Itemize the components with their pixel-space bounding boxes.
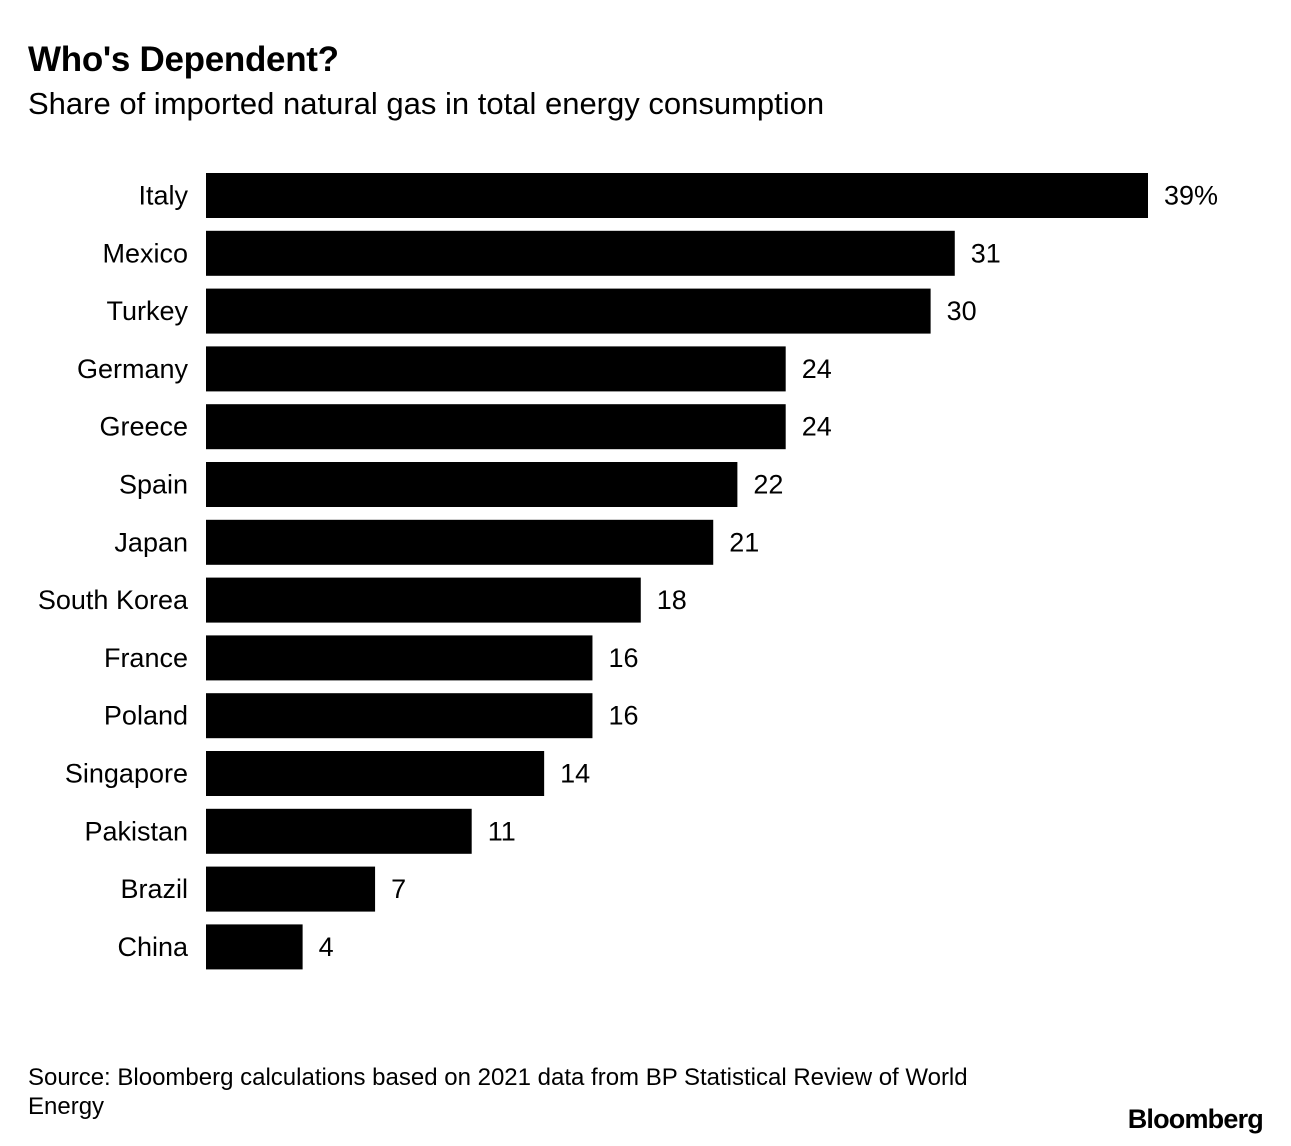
category-label-japan: Japan	[114, 527, 188, 557]
value-label-south-korea: 18	[657, 585, 687, 615]
category-label-spain: Spain	[119, 470, 188, 500]
chart-subtitle: Share of imported natural gas in total e…	[28, 86, 825, 121]
bar-south-korea	[206, 577, 641, 623]
category-label-germany: Germany	[77, 354, 189, 384]
value-label-poland: 16	[608, 701, 638, 731]
value-label-china: 4	[319, 932, 334, 962]
value-label-mexico: 31	[971, 238, 1001, 268]
bar-greece	[206, 404, 786, 450]
category-label-turkey: Turkey	[106, 296, 188, 326]
category-label-italy: Italy	[138, 181, 188, 211]
value-label-italy: 39%	[1164, 181, 1218, 211]
category-label-pakistan: Pakistan	[84, 816, 188, 846]
bar-poland	[206, 693, 593, 739]
category-label-china: China	[117, 932, 189, 962]
bar-japan	[206, 519, 714, 565]
value-label-france: 16	[608, 643, 638, 673]
bar-mexico	[206, 230, 955, 276]
value-label-germany: 24	[802, 354, 832, 384]
category-label-singapore: Singapore	[65, 759, 188, 789]
value-label-japan: 21	[729, 527, 759, 557]
category-label-poland: Poland	[104, 701, 188, 731]
category-label-greece: Greece	[99, 412, 188, 442]
bar-spain	[206, 462, 738, 507]
source-note: Source: Bloomberg calculations based on …	[28, 1064, 968, 1120]
value-label-brazil: 7	[391, 874, 406, 904]
value-label-pakistan: 11	[488, 816, 516, 846]
bar-turkey	[206, 288, 931, 334]
category-label-brazil: Brazil	[120, 874, 188, 904]
category-label-mexico: Mexico	[102, 238, 188, 268]
bar-france	[206, 635, 593, 681]
bar-chart: Italy 39% Mexico 31 Turkey 30 Germany 24 Greece 2…	[38, 173, 1218, 970]
category-label-south-korea: South Korea	[38, 585, 189, 615]
bar-china	[206, 924, 303, 970]
category-label-france: France	[104, 643, 188, 673]
bar-pakistan	[206, 808, 472, 854]
bar-germany	[206, 346, 786, 392]
value-label-singapore: 14	[560, 759, 590, 789]
bar-singapore	[206, 751, 545, 796]
value-label-greece: 24	[802, 412, 832, 442]
value-label-spain: 22	[753, 470, 783, 500]
bar-italy	[206, 173, 1148, 218]
chart-title: Who's Dependent?	[28, 40, 339, 79]
bar-brazil	[206, 866, 376, 912]
value-label-turkey: 30	[947, 296, 977, 326]
bloomberg-logo: Bloomberg	[1127, 1104, 1264, 1134]
